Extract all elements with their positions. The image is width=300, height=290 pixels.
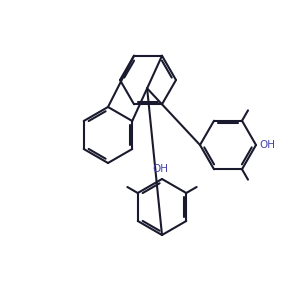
- Text: OH: OH: [152, 164, 168, 174]
- Text: OH: OH: [259, 140, 275, 150]
